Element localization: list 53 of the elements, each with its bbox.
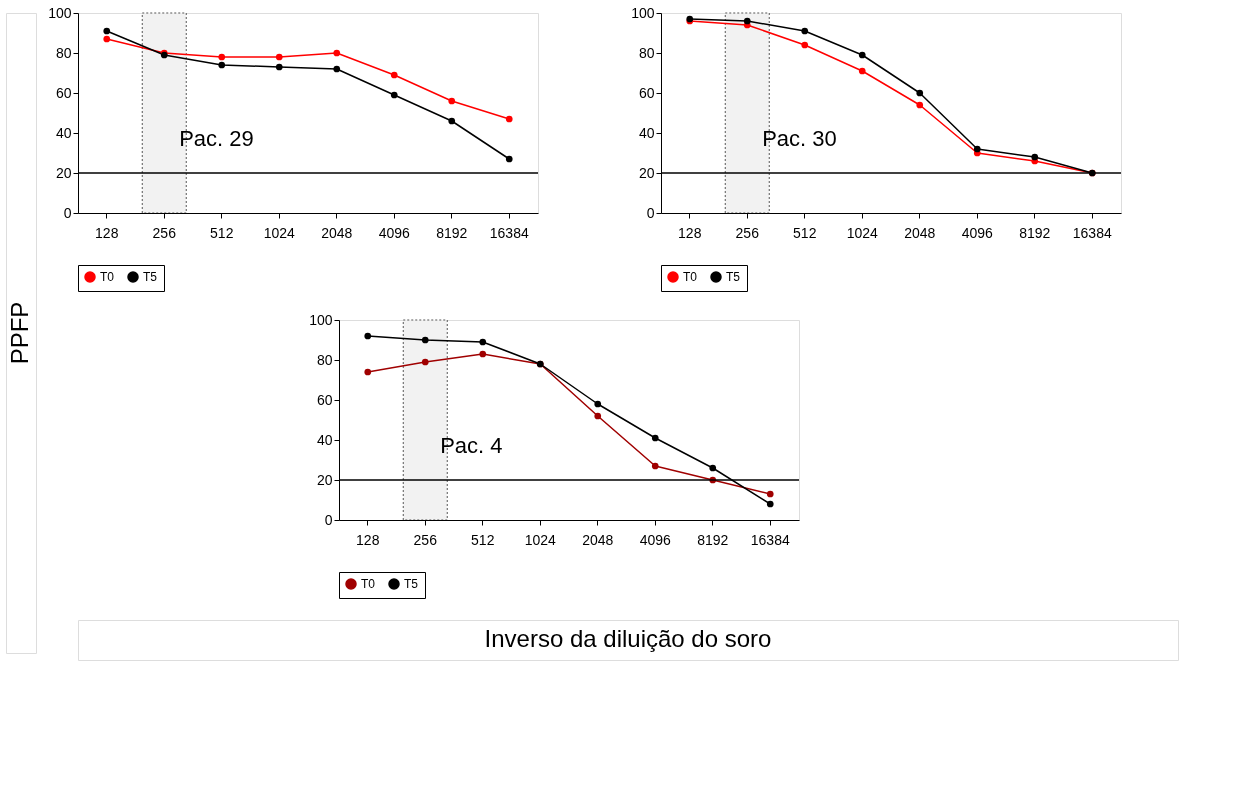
y-tick-label: 40: [638, 124, 655, 141]
y-tick-label: 80: [55, 44, 72, 61]
x-tick-label: 1024: [846, 224, 879, 241]
y-tick-label: 100: [48, 4, 72, 21]
y-tick-label: 100: [631, 4, 655, 21]
x-tick-label: 8192: [436, 224, 468, 241]
x-tick-label: 4096: [639, 531, 672, 548]
x-tick-label: 256: [413, 531, 438, 548]
x-tick-label: 1024: [524, 531, 557, 548]
y-tick-label: 60: [55, 84, 72, 101]
y-axis-title: PPFP: [6, 301, 33, 365]
annotation: Pac. 30: [762, 126, 837, 151]
legend-label: T0: [100, 270, 115, 284]
x-tick-label: 16384: [1072, 224, 1112, 241]
x-tick-label: 4096: [378, 224, 411, 241]
y-tick-label: 80: [316, 351, 333, 368]
y-tick-label: 100: [309, 311, 333, 328]
x-tick-label: 1024: [263, 224, 296, 241]
x-tick-label: 512: [471, 531, 495, 548]
x-tick-label: 16384: [489, 224, 529, 241]
x-tick-label: 256: [152, 224, 177, 241]
legend-label: T5: [404, 577, 419, 591]
y-tick-label: 80: [638, 44, 655, 61]
x-tick-label: 8192: [1019, 224, 1051, 241]
y-tick-label: 40: [316, 431, 333, 448]
annotation: Pac. 4: [440, 433, 503, 458]
x-tick-label: 4096: [961, 224, 994, 241]
x-tick-label: 2048: [321, 224, 353, 241]
x-tick-label: 256: [735, 224, 760, 241]
y-tick-label: 0: [646, 204, 655, 221]
x-tick-label: 512: [210, 224, 234, 241]
y-tick-label: 20: [638, 164, 655, 181]
x-tick-label: 16384: [750, 531, 790, 548]
y-tick-label: 60: [638, 84, 655, 101]
y-tick-label: 20: [316, 471, 333, 488]
legend-label: T5: [143, 270, 158, 284]
y-tick-label: 0: [63, 204, 72, 221]
x-tick-label: 2048: [904, 224, 936, 241]
x-tick-label: 2048: [582, 531, 614, 548]
x-tick-label: 8192: [697, 531, 729, 548]
y-tick-label: 40: [55, 124, 72, 141]
x-axis-title: Inverso da diluição do soro: [484, 625, 772, 652]
y-tick-label: 20: [55, 164, 72, 181]
x-tick-label: 128: [95, 224, 119, 241]
legend-label: T0: [361, 577, 376, 591]
x-tick-label: 128: [678, 224, 702, 241]
y-tick-label: 60: [316, 391, 333, 408]
y-tick-label: 0: [324, 511, 333, 528]
x-tick-label: 128: [356, 531, 380, 548]
legend-label: T0: [683, 270, 698, 284]
legend-label: T5: [726, 270, 741, 284]
annotation: Pac. 29: [179, 126, 254, 151]
x-tick-label: 512: [793, 224, 817, 241]
